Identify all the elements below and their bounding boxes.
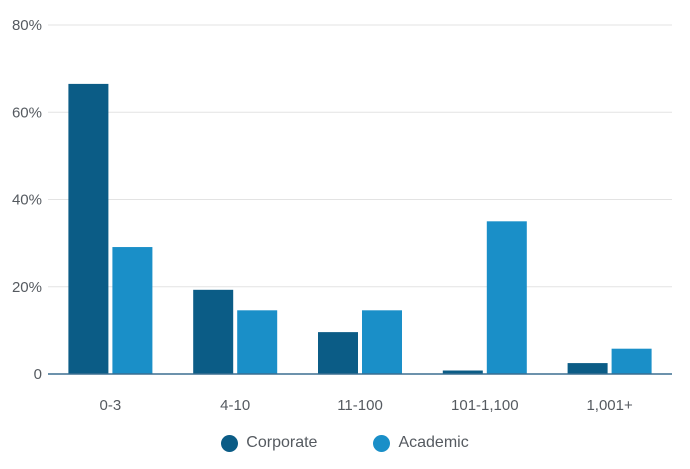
grid-lines [48,24,672,288]
y-tick-label: 20% [12,279,42,296]
bar-academic-2[interactable] [362,310,402,374]
legend-label-academic: Academic [398,434,469,451]
bar-corporate-0[interactable] [68,83,109,375]
x-tick-label: 101-1,100 [451,397,519,414]
x-tick-label: 0-3 [100,397,122,414]
legend-item-corporate[interactable]: Corporate [221,434,317,452]
y-tick-label: 0 [34,366,42,383]
legend-item-academic[interactable]: Academic [373,434,469,452]
bar-academic-0[interactable] [112,247,153,374]
y-axis-ticks: 0 20% 40% 60% 80% [12,17,42,383]
bar-academic-4[interactable] [611,348,652,374]
legend-label-corporate: Corporate [246,434,318,451]
bar-corporate-4[interactable] [567,363,608,374]
legend-swatch-corporate [221,434,239,452]
x-tick-label: 1,001+ [586,397,633,414]
bar-corporate-3[interactable] [442,370,483,374]
legend-swatch-academic [373,434,391,452]
y-tick-label: 60% [12,104,42,121]
bar-corporate-1[interactable] [193,289,234,374]
bar-academic-1[interactable] [237,310,278,374]
x-tick-label: 11-100 [337,397,383,414]
x-tick-label: 4-10 [220,397,250,414]
bar-corporate-2[interactable] [318,332,358,374]
x-axis-ticks: 0-3 4-10 11-100 101-1,100 1,001+ [100,397,633,414]
bar-academic-3[interactable] [486,221,527,374]
legend: Corporate Academic [0,430,690,456]
y-tick-label: 40% [12,192,42,209]
bars [68,83,652,375]
y-tick-label: 80% [12,17,42,34]
